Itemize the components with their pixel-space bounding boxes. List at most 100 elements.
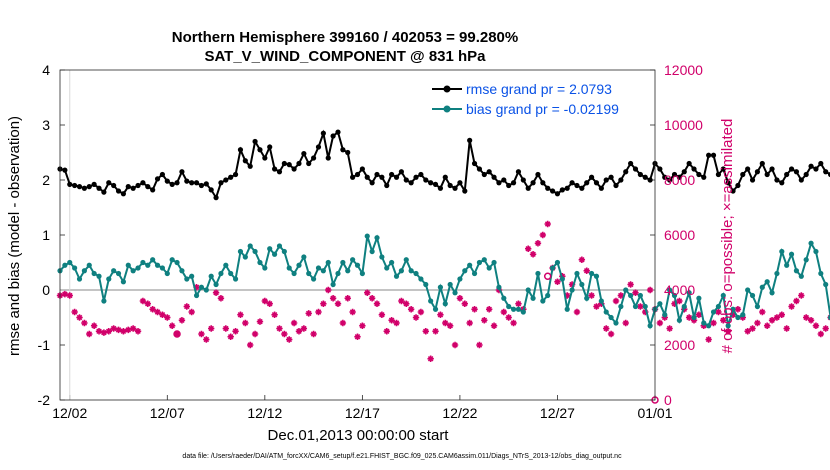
obs-count-marker <box>354 333 361 340</box>
y-right-tick-label: 0 <box>664 392 672 408</box>
obs-count-marker <box>256 318 264 325</box>
rmse-point <box>486 169 492 175</box>
bias-point <box>506 303 512 310</box>
rmse-point <box>159 171 166 178</box>
obs-count-marker <box>188 308 195 316</box>
rmse-point <box>618 177 624 183</box>
obs-count-marker <box>203 336 210 343</box>
bias-point <box>389 259 395 266</box>
bias-point <box>291 270 297 277</box>
obs-count-marker <box>359 322 366 329</box>
obs-count-marker <box>417 308 425 316</box>
bias-point <box>379 254 385 260</box>
legend-marker-bias <box>443 105 451 113</box>
bias-point <box>67 259 73 266</box>
rmse-point <box>169 181 175 187</box>
bias-point <box>818 270 824 277</box>
bias-point <box>671 292 678 299</box>
bias-point <box>745 287 751 293</box>
y-axis-right: 0 2000 4000 6000 8000 10000 12000 <box>664 62 703 408</box>
rmse-point <box>471 160 478 167</box>
rmse-point <box>389 171 395 178</box>
rmse-point <box>632 166 639 172</box>
x-tick-label: 12/27 <box>540 405 575 421</box>
obs-count-marker <box>412 314 420 321</box>
obs-count-marker <box>393 319 400 327</box>
y-axis-label-right: # of obs: o=possible; ×=assimilated <box>719 119 736 354</box>
obs-count-marker <box>734 306 742 313</box>
obs-count-marker <box>685 314 693 321</box>
legend: rmse grand pr = 2.0793 bias grand pr = -… <box>428 75 653 121</box>
rmse-point <box>608 174 614 180</box>
obs-count-marker <box>173 330 181 338</box>
obs-count-marker <box>598 300 605 307</box>
bias-point <box>608 314 614 321</box>
rmse-point <box>564 185 570 191</box>
rmse-point <box>72 182 78 189</box>
obs-count-marker <box>715 308 722 316</box>
obs-count-marker <box>607 330 615 338</box>
obs-count-marker <box>134 328 142 335</box>
obs-count-marker <box>286 336 293 343</box>
x-tick-label: 12/12 <box>247 405 282 421</box>
obs-count-marker <box>476 341 483 349</box>
obs-count-marker <box>383 328 390 335</box>
obs-count-marker <box>310 330 317 338</box>
obs-count-marker <box>495 286 503 294</box>
rmse-point <box>774 177 780 183</box>
rmse-point <box>491 174 497 180</box>
bias-point <box>364 233 370 239</box>
obs-count-marker <box>456 295 464 302</box>
obs-count-marker <box>539 231 547 239</box>
obs-count-marker <box>773 314 781 321</box>
obs-count-marker <box>505 314 512 321</box>
bias-point <box>247 243 253 249</box>
series-rmse <box>57 129 830 201</box>
rmse-point <box>681 169 687 175</box>
obs-count-marker <box>793 297 800 305</box>
bias-point <box>193 292 200 299</box>
bias-point <box>481 257 487 263</box>
bias-point <box>701 320 707 326</box>
obs-count-marker <box>325 286 332 294</box>
bias-point <box>720 292 726 299</box>
rmse-point <box>701 174 707 180</box>
rmse-point <box>813 166 819 172</box>
rmse-point <box>154 176 161 182</box>
obs-count-marker <box>339 319 347 327</box>
obs-count-marker <box>807 317 815 324</box>
obs-count-marker <box>544 220 551 228</box>
bias-point <box>418 276 424 282</box>
rmse-point <box>432 181 439 187</box>
rmse-point <box>525 185 531 191</box>
obs-count-marker <box>705 336 712 343</box>
x-tick-label: 12/22 <box>442 405 477 421</box>
rmse-point <box>223 177 229 183</box>
obs-count-marker <box>76 314 83 321</box>
rmse-point <box>447 182 453 189</box>
obs-count-marker <box>729 311 737 318</box>
rmse-point <box>184 178 190 184</box>
x-axis-label: Dec.01,2013 00:00:00 start <box>268 427 450 444</box>
bias-point <box>628 292 634 299</box>
y-right-tick-label: 2000 <box>664 337 695 353</box>
obs-count-marker <box>437 311 444 318</box>
obs-count-marker <box>115 326 122 334</box>
bias-point <box>754 303 761 310</box>
bias-point <box>208 273 214 279</box>
rmse-point <box>647 177 653 183</box>
obs-count-marker <box>720 317 727 324</box>
bias-point <box>86 262 92 268</box>
obs-count-marker <box>237 311 244 318</box>
obs-count-marker <box>466 319 473 327</box>
obs-count-marker <box>207 325 215 332</box>
bias-point <box>784 262 790 268</box>
obs-count-marker <box>603 325 610 332</box>
y-right-tick-label: 12000 <box>664 62 703 78</box>
rmse-point <box>325 155 331 161</box>
bias-point <box>115 270 122 277</box>
plot-area <box>56 69 830 404</box>
bias-point <box>467 262 473 268</box>
rmse-point <box>457 180 463 186</box>
